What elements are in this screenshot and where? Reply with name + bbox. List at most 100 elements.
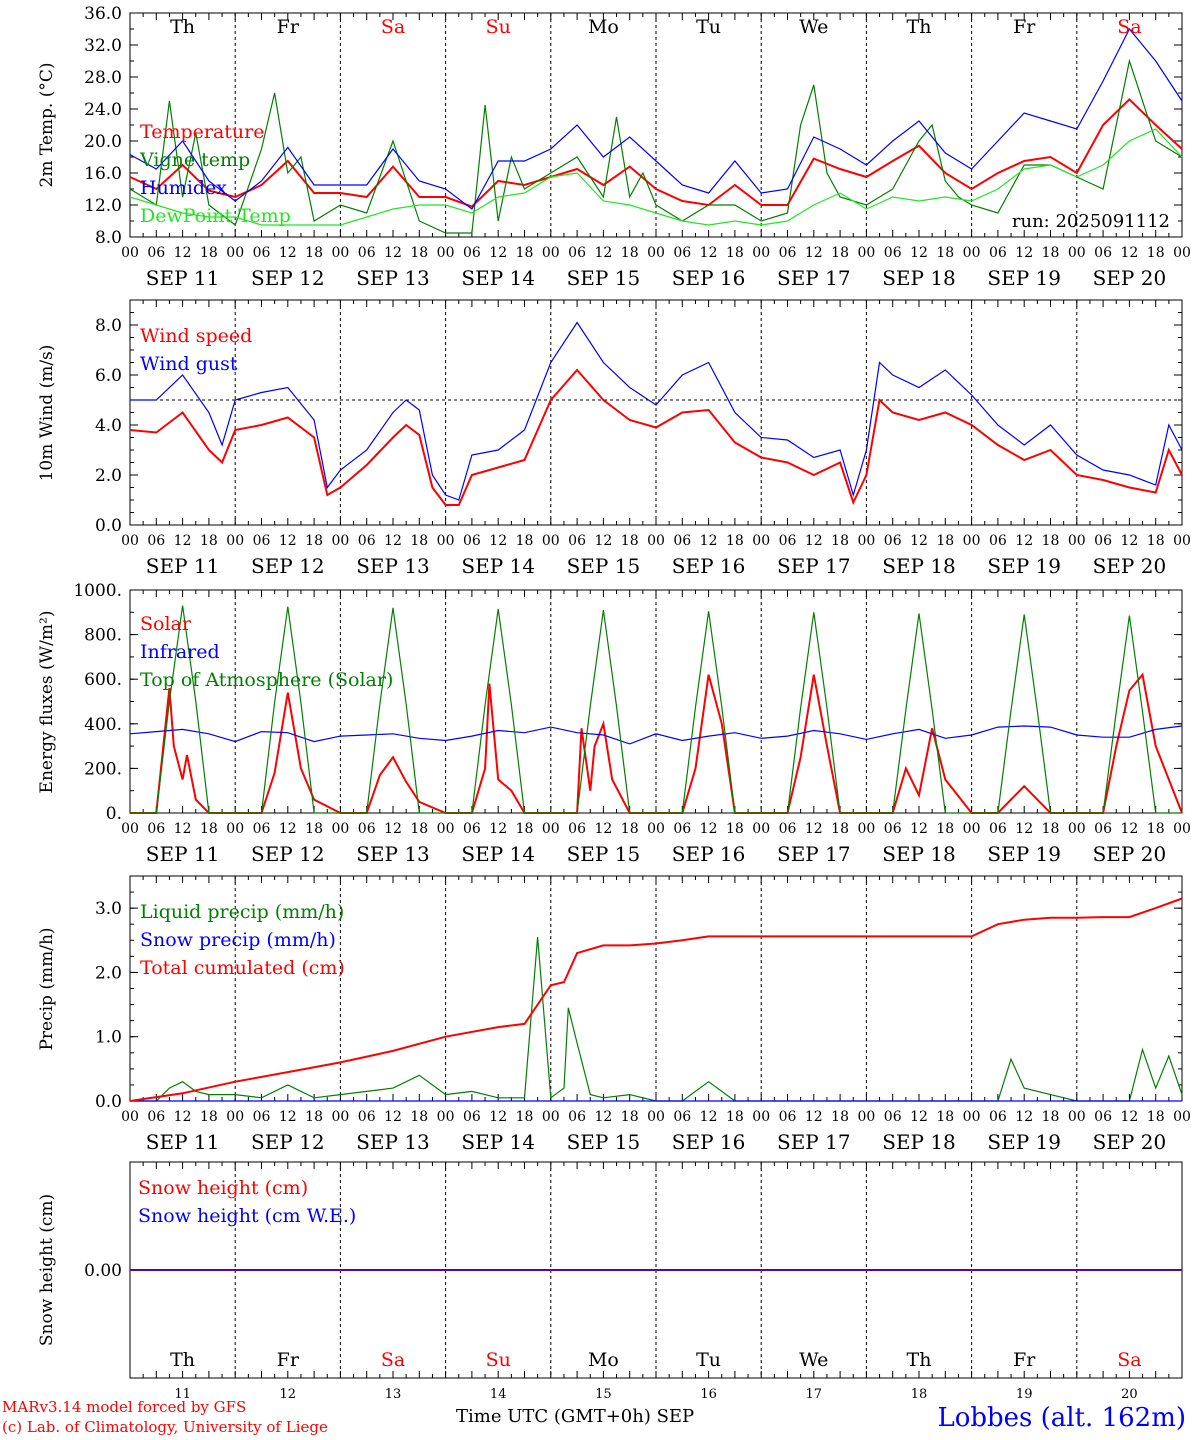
x-tick-label: 18 <box>621 245 639 261</box>
x-tick-label: 18 <box>200 821 218 837</box>
date-label: SEP 13 <box>356 1130 430 1154</box>
x-tick-label: 00 <box>1068 533 1086 549</box>
date-label: SEP 17 <box>777 1130 851 1154</box>
y-tick-label: 12.0 <box>84 196 122 216</box>
date-label: SEP 20 <box>1093 842 1167 866</box>
x-tick-label: 12 <box>700 533 718 549</box>
day-of-week-label: Fr <box>1013 1349 1036 1371</box>
x-tick-label: 06 <box>147 533 165 549</box>
x-tick-label: 18 <box>516 821 534 837</box>
x-tick-label: 12 <box>384 245 402 261</box>
model-credit: MARv3.14 model forced by GFS <box>2 1398 247 1416</box>
x-tick-label: 12 <box>174 245 192 261</box>
x-tick-label: 06 <box>147 245 165 261</box>
panel-frame <box>129 299 1183 526</box>
x-tick-label: 06 <box>989 533 1007 549</box>
x-tick-label: 00 <box>1173 1109 1191 1125</box>
date-label: SEP 14 <box>461 842 535 866</box>
x-tick-label: 18 <box>936 1109 954 1125</box>
x-tick-label: 18 <box>305 533 323 549</box>
x-tick-label: 06 <box>673 821 691 837</box>
day-of-week-label: Sa <box>1117 16 1141 38</box>
legend-entry: Humidex <box>140 177 227 199</box>
x-tick-label: 18 <box>410 533 428 549</box>
x-tick-label: 12 <box>594 1109 612 1125</box>
day-of-week-label: Th <box>907 16 932 38</box>
x-tick-label: 00 <box>1068 1109 1086 1125</box>
x-tick-label: 06 <box>884 245 902 261</box>
series-line <box>129 128 1183 226</box>
y-axis-label: 2m Temp. (°C) <box>37 62 57 187</box>
x-tick-label: 06 <box>989 245 1007 261</box>
x-tick-label: 00 <box>963 1109 981 1125</box>
x-tick-label: 12 <box>910 245 928 261</box>
x-tick-label: 06 <box>568 821 586 837</box>
x-tick-label: 18 <box>200 245 218 261</box>
x-tick-label: 06 <box>1094 533 1112 549</box>
day-of-week-label: Th <box>170 16 195 38</box>
x-tick-label: 06 <box>779 821 797 837</box>
date-label: SEP 14 <box>461 266 535 290</box>
x-tick-label: 12 <box>174 821 192 837</box>
date-label: SEP 16 <box>672 842 746 866</box>
x-tick-label: 12 <box>1015 821 1033 837</box>
series-line <box>129 897 1183 1102</box>
x-tick-label: 18 <box>516 1109 534 1125</box>
x-tick-label: 00 <box>647 821 665 837</box>
x-tick-label: 00 <box>121 1109 139 1125</box>
x-tick-label: 06 <box>253 1109 271 1125</box>
date-label: SEP 17 <box>777 554 851 578</box>
y-tick-label: 400. <box>84 715 122 735</box>
x-tick-label: 12 <box>805 821 823 837</box>
date-label: SEP 12 <box>251 842 325 866</box>
x-tick-label: 18 <box>831 245 849 261</box>
x-tick-label: 00 <box>857 245 875 261</box>
y-tick-label: 600. <box>84 670 122 690</box>
y-tick-label: 1.0 <box>95 1028 122 1048</box>
legend-entry: Snow height (cm W.E.) <box>138 1205 356 1227</box>
x-tick-label: 18 <box>1147 821 1165 837</box>
x-tick-label: 06 <box>358 1109 376 1125</box>
date-label: SEP 13 <box>356 554 430 578</box>
x-tick-label: 00 <box>331 245 349 261</box>
x-tick-label: 06 <box>1094 245 1112 261</box>
x-tick-label: 06 <box>989 1109 1007 1125</box>
y-axis-label: Precip (mm/h) <box>37 927 57 1050</box>
legend-entry: Snow height (cm) <box>138 1177 308 1199</box>
x-tick-label: 18 <box>726 245 744 261</box>
run-stamp: run: 2025091112 <box>1012 211 1170 232</box>
x-tick-label: 00 <box>752 245 770 261</box>
legend-entry: Vigne temp <box>139 149 250 171</box>
legend-entry: Total cumulated (cm) <box>140 957 345 979</box>
x-axis-label: Time UTC (GMT+0h) SEP <box>456 1406 695 1427</box>
y-tick-label: 20.0 <box>84 132 122 152</box>
date-label: SEP 12 <box>251 266 325 290</box>
x-tick-label: 12 <box>489 1109 507 1125</box>
x-tick-label: 12 <box>594 533 612 549</box>
x-tick-label: 06 <box>673 1109 691 1125</box>
x-tick-label: 12 <box>700 1109 718 1125</box>
series-line <box>130 937 1183 1102</box>
x-tick-label: 06 <box>884 821 902 837</box>
y-tick-label: 1000. <box>73 581 122 601</box>
y-axis-label: 10m Wind (m/s) <box>37 345 57 482</box>
date-label: SEP 12 <box>251 1130 325 1154</box>
legend-entry: Top of Atmosphere (Solar) <box>140 669 393 691</box>
date-label: SEP 17 <box>777 266 851 290</box>
x-tick-label: 00 <box>542 1109 560 1125</box>
x-tick-label: 00 <box>857 1109 875 1125</box>
day-of-week-label: Sa <box>381 1349 405 1371</box>
x-tick-label: 18 <box>621 533 639 549</box>
x-tick-label: 06 <box>358 245 376 261</box>
y-tick-label: 24.0 <box>84 100 122 120</box>
date-label: SEP 17 <box>777 842 851 866</box>
x-tick-label: 00 <box>542 533 560 549</box>
y-tick-label: 4.0 <box>95 416 122 436</box>
date-label: SEP 19 <box>987 554 1061 578</box>
x-tick-label: 06 <box>779 1109 797 1125</box>
date-label: SEP 14 <box>461 554 535 578</box>
x-tick-label: 12 <box>489 533 507 549</box>
day-of-week-label: Tu <box>696 1349 721 1371</box>
day-number-label: 16 <box>700 1387 717 1402</box>
date-label: SEP 15 <box>567 266 641 290</box>
